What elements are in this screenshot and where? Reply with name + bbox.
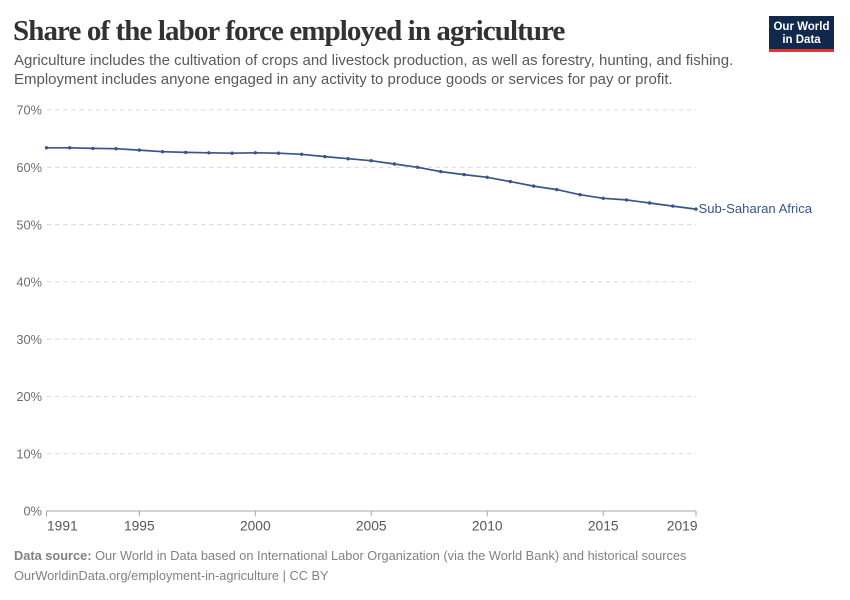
svg-text:2019: 2019 xyxy=(667,519,698,534)
svg-text:1991: 1991 xyxy=(47,519,78,534)
svg-text:30%: 30% xyxy=(16,332,42,347)
svg-text:60%: 60% xyxy=(16,160,42,175)
svg-text:20%: 20% xyxy=(16,389,42,404)
svg-text:Sub-Saharan Africa: Sub-Saharan Africa xyxy=(699,201,813,216)
svg-text:70%: 70% xyxy=(16,103,42,118)
svg-text:2005: 2005 xyxy=(356,519,387,534)
svg-text:2015: 2015 xyxy=(588,519,619,534)
svg-text:1995: 1995 xyxy=(124,519,155,534)
svg-text:0%: 0% xyxy=(24,504,43,519)
svg-text:2000: 2000 xyxy=(240,519,271,534)
svg-text:10%: 10% xyxy=(16,446,42,461)
svg-text:50%: 50% xyxy=(16,217,42,232)
svg-text:40%: 40% xyxy=(16,275,42,290)
svg-text:2010: 2010 xyxy=(472,519,503,534)
